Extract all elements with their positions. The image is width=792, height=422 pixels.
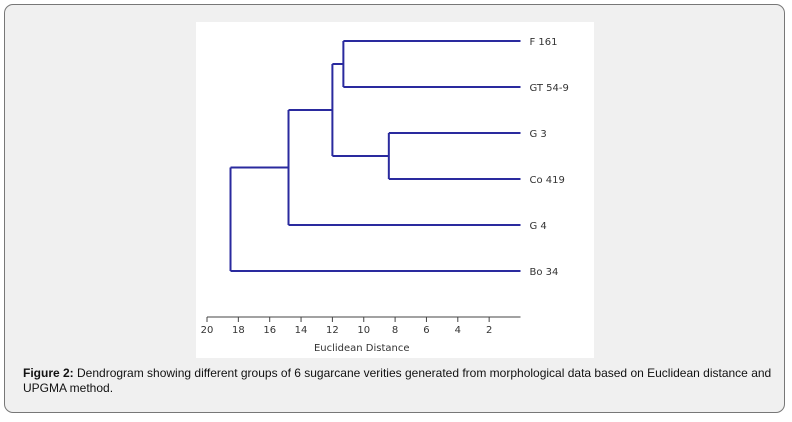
dendrogram-chart: F 161 GT 54-9 G 3 Co 419 G 4 Bo 34 20 18 16 14 12 1…: [201, 37, 569, 354]
figure-caption: Figure 2: Dendrogram showing different g…: [23, 366, 773, 396]
x-tick-label: 20: [201, 325, 214, 336]
caption-label: Figure 2:: [23, 366, 74, 380]
x-tick-label: 12: [326, 325, 339, 336]
dendrogram-figure: F 161 GT 54-9 G 3 Co 419 G 4 Bo 34 20 18 16 14 12 1…: [196, 22, 594, 358]
leaf-label: G 3: [530, 129, 547, 140]
leaf-label: Co 419: [530, 175, 565, 186]
x-axis-title: Euclidean Distance: [314, 343, 410, 354]
x-tick-label: 16: [263, 325, 276, 336]
x-tick-label: 14: [295, 325, 308, 336]
leaf-label: G 4: [530, 221, 547, 232]
leaf-label: Bo 34: [530, 267, 559, 278]
caption-text: Dendrogram showing different groups of 6…: [23, 366, 772, 395]
x-tick-label: 4: [455, 325, 461, 336]
x-tick-label: 2: [486, 325, 492, 336]
x-tick-label: 18: [232, 325, 245, 336]
leaf-label: F 161: [530, 37, 558, 48]
x-tick-label: 10: [357, 325, 370, 336]
x-tick-label: 6: [423, 325, 429, 336]
leaf-label: GT 54-9: [530, 83, 569, 94]
x-tick-label: 8: [392, 325, 398, 336]
